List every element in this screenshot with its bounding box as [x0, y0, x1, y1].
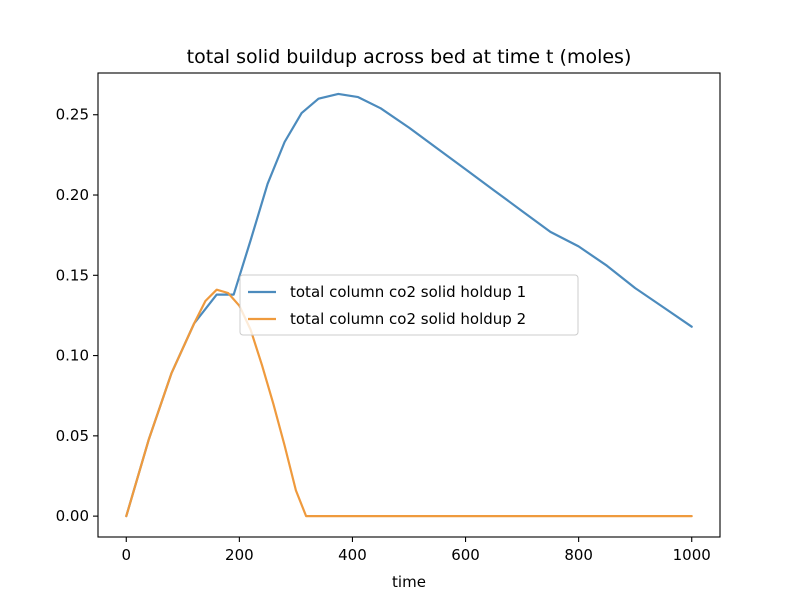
- x-tick-label: 600: [451, 546, 480, 564]
- legend-label-2: total column co2 solid holdup 2: [290, 310, 526, 328]
- series-line-2: [125, 288, 693, 518]
- axes-frame: [97, 72, 721, 538]
- x-tick-label: 1000: [673, 546, 711, 564]
- x-tick-label: 800: [564, 546, 593, 564]
- chart-title: total solid buildup across bed at time t…: [187, 46, 632, 68]
- x-tick-label: 200: [225, 546, 254, 564]
- plot-area: [97, 72, 721, 538]
- y-tick-label: 0.10: [56, 347, 89, 365]
- x-axis-label: time: [392, 573, 426, 591]
- y-tick-label: 0.20: [56, 186, 89, 204]
- series-line-1: [125, 92, 693, 518]
- y-tick-label: 0.15: [56, 266, 89, 284]
- legend-box: [239, 274, 579, 336]
- legend: total column co2 solid holdup 1 total col…: [239, 274, 579, 336]
- x-tick-label: 400: [338, 546, 367, 564]
- y-tick-label: 0.00: [56, 507, 89, 525]
- y-tick-label: 0.05: [56, 427, 89, 445]
- y-axis: 0.00 0.05 0.10 0.15 0.20 0.25: [56, 106, 98, 525]
- x-axis: 0 200 400 600 800 1000: [121, 537, 711, 564]
- y-tick-label: 0.25: [56, 106, 89, 124]
- x-tick-label: 0: [121, 546, 131, 564]
- legend-label-1: total column co2 solid holdup 1: [290, 283, 526, 301]
